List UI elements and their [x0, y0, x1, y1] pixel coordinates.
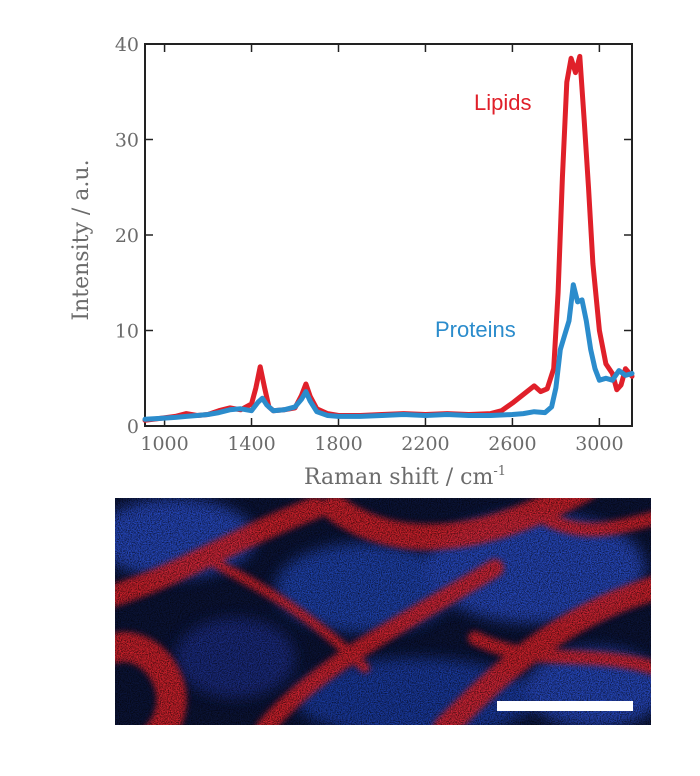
x-tick-label: 1800 [314, 433, 362, 455]
micrograph-image [115, 498, 651, 725]
x-tick-label: 1000 [140, 433, 188, 455]
x-tick-label: 1400 [227, 433, 275, 455]
y-axis-title: Intensity / a.u. [69, 159, 94, 320]
series-line-proteins [142, 282, 635, 422]
x-tick-label: 2200 [401, 433, 449, 455]
x-tick-label: 3000 [575, 433, 623, 455]
y-tick-label: 30 [115, 130, 139, 152]
x-axis-title-text: Raman shift / cm [304, 465, 494, 490]
series-label-proteins: Proteins [435, 317, 516, 342]
series-label-lipids: Lipids [474, 90, 531, 115]
raman-micrograph [115, 498, 651, 725]
raman-spectrum-chart: 0 10 20 30 40 1000 1400 1800 2200 2600 3000 Lipid… [69, 34, 635, 490]
scale-bar-line [497, 701, 633, 711]
y-tick-label: 0 [127, 416, 139, 438]
x-axis-title-superscript: -1 [493, 464, 506, 479]
x-tick-label: 2600 [488, 433, 536, 455]
y-tick-label: 10 [115, 321, 139, 343]
y-tick-label: 20 [115, 225, 139, 247]
y-tick-label: 40 [115, 34, 139, 56]
x-axis-title: Raman shift / cm-1 [304, 464, 506, 490]
